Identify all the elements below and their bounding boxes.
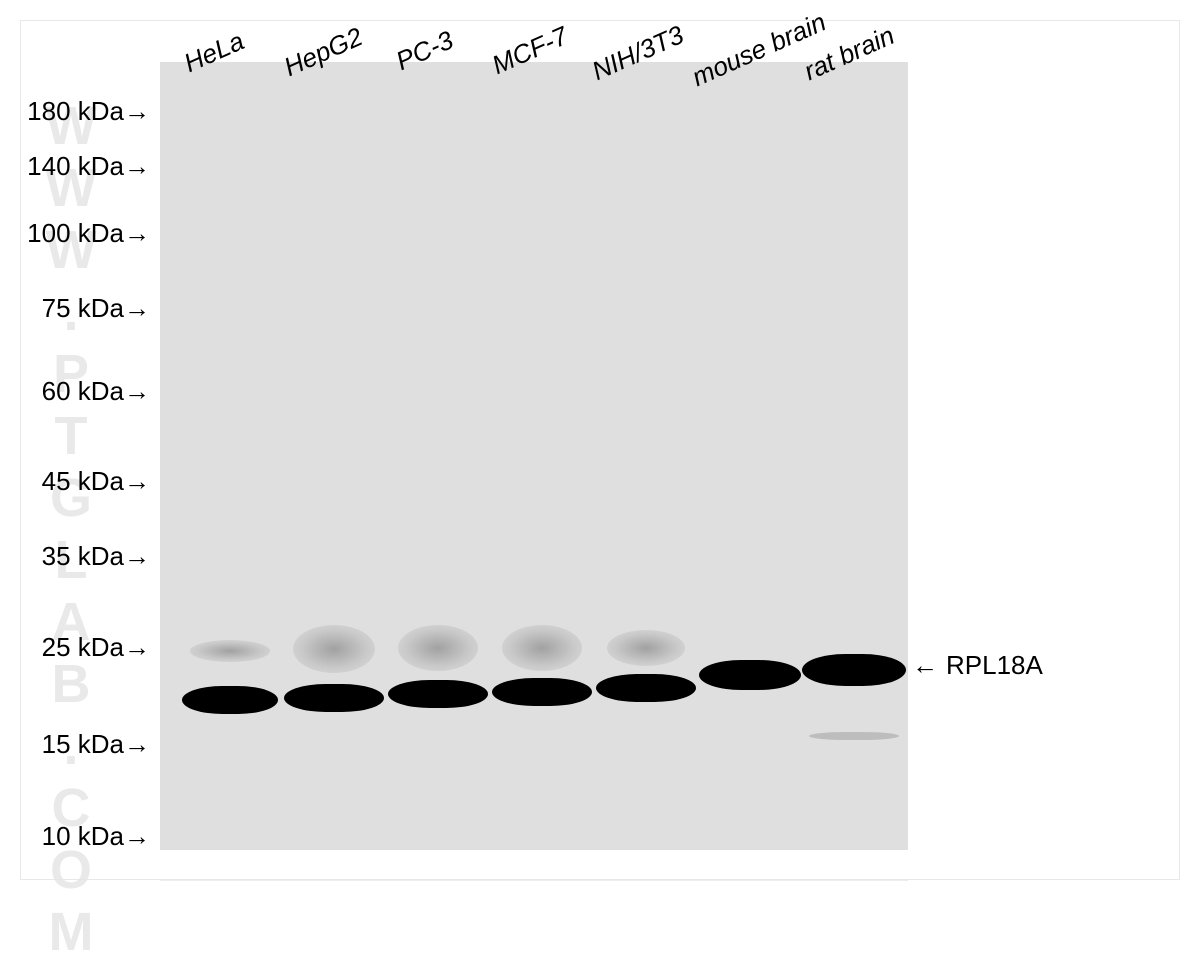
mw-marker-label: 75 kDa→ <box>0 293 150 324</box>
target-arrow-icon: ← <box>912 650 938 681</box>
mw-marker-label: 140 kDa→ <box>0 151 150 182</box>
band-smear <box>293 625 375 673</box>
mw-marker-label: 100 kDa→ <box>0 218 150 249</box>
band-smear <box>190 640 270 662</box>
mw-marker-label: 15 kDa→ <box>0 729 150 760</box>
band-smear <box>607 630 685 666</box>
band-main <box>182 686 278 714</box>
band-smear <box>398 625 478 671</box>
band-faint <box>809 732 899 740</box>
band-main <box>492 678 592 706</box>
mw-marker-label: 45 kDa→ <box>0 466 150 497</box>
mw-marker-label: 10 kDa→ <box>0 821 150 852</box>
band-main <box>699 660 801 690</box>
mw-marker-label: 35 kDa→ <box>0 541 150 572</box>
figure-container: WWW.PTGLAB.COM HeLaHepG2PC-3MCF-7NIH/3T3… <box>0 0 1200 903</box>
mw-marker-label: 180 kDa→ <box>0 96 150 127</box>
baseline <box>160 880 908 881</box>
blot-membrane <box>160 62 908 850</box>
target-protein-label: RPL18A <box>946 650 1043 681</box>
band-main <box>388 680 488 708</box>
mw-marker-label: 60 kDa→ <box>0 376 150 407</box>
band-main <box>284 684 384 712</box>
band-main <box>596 674 696 702</box>
band-smear <box>502 625 582 671</box>
mw-marker-label: 25 kDa→ <box>0 632 150 663</box>
band-main <box>802 654 906 686</box>
